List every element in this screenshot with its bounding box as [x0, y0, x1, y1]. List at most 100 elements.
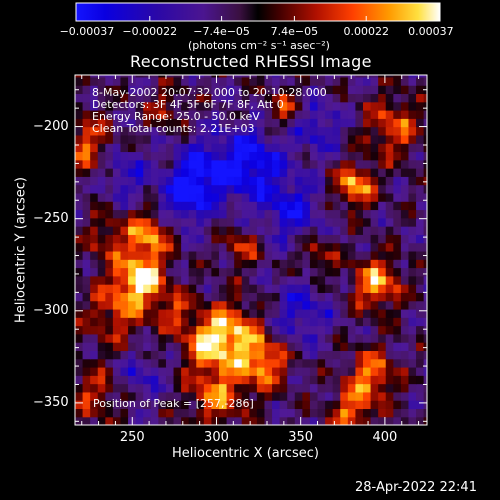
heatmap-cell — [287, 226, 296, 235]
heatmap-cell — [181, 366, 190, 376]
heatmap-cell — [90, 93, 99, 103]
heatmap-cell — [363, 358, 372, 368]
heatmap-cell — [363, 143, 372, 153]
heatmap-cell — [82, 259, 91, 269]
heatmap-cell — [226, 333, 235, 343]
heatmap-cell — [188, 292, 197, 302]
heatmap-cell — [279, 342, 288, 351]
heatmap-cell — [165, 275, 175, 285]
heatmap-cell — [340, 275, 349, 285]
heatmap-cell — [188, 333, 197, 343]
heatmap-cell — [181, 391, 190, 401]
heatmap-cell — [75, 400, 84, 410]
heatmap-cell — [363, 110, 372, 119]
heatmap-cell — [317, 176, 326, 186]
heatmap-cell — [393, 308, 402, 318]
heatmap-cell — [264, 226, 273, 235]
heatmap-cell — [256, 85, 266, 95]
heatmap-cell — [256, 284, 266, 293]
heatmap-cell — [400, 159, 410, 169]
heatmap-cell — [309, 267, 319, 277]
heatmap-cell — [385, 168, 394, 177]
heatmap-cell — [325, 192, 334, 202]
heatmap-cell — [393, 358, 402, 368]
heatmap-cell — [317, 93, 326, 103]
heatmap-cell — [120, 259, 129, 269]
heatmap-cell — [400, 176, 410, 186]
heatmap-cell — [105, 168, 114, 177]
heatmap-cell — [370, 284, 379, 293]
heatmap-cell — [112, 101, 122, 111]
heatmap-cell — [219, 333, 228, 343]
heatmap-cell — [196, 408, 205, 418]
heatmap-cell — [279, 333, 288, 343]
heatmap-cell — [309, 217, 319, 227]
heatmap-cell — [196, 75, 205, 78]
heatmap-cell — [340, 375, 349, 385]
heatmap-cell — [112, 209, 122, 219]
heatmap-cell — [408, 143, 417, 153]
heatmap-cell — [325, 76, 334, 86]
heatmap-cell — [347, 400, 357, 410]
heatmap-cell — [355, 250, 364, 260]
heatmap-cell — [340, 400, 349, 410]
heatmap-cell — [408, 275, 417, 285]
heatmap-cell — [393, 93, 402, 103]
heatmap-cell — [234, 250, 243, 260]
heatmap-cell — [325, 275, 334, 285]
heatmap-cell — [355, 333, 364, 343]
heatmap-cell — [234, 176, 243, 186]
heatmap-cell — [355, 151, 364, 161]
heatmap-cell — [249, 85, 258, 95]
heatmap-cell — [347, 267, 357, 277]
heatmap-cell — [347, 284, 357, 293]
heatmap-cell — [294, 168, 303, 177]
heatmap-cell — [378, 317, 387, 327]
heatmap-cell — [272, 168, 281, 177]
heatmap-cell — [423, 184, 427, 194]
heatmap-cell — [370, 408, 379, 418]
heatmap-cell — [128, 375, 137, 385]
heatmap-cell — [309, 308, 319, 318]
heatmap-cell — [340, 300, 349, 310]
heatmap-cell — [234, 234, 243, 244]
heatmap-cell — [347, 118, 357, 128]
heatmap-cell — [143, 400, 152, 410]
heatmap-cell — [234, 134, 243, 144]
heatmap-cell — [97, 325, 106, 335]
heatmap-cell — [75, 333, 84, 343]
heatmap-cell — [241, 176, 250, 186]
heatmap-cell — [378, 325, 387, 335]
heatmap-cell — [340, 342, 349, 351]
heatmap-cell — [226, 342, 235, 351]
heatmap-cell — [82, 375, 91, 385]
heatmap-cell — [363, 242, 372, 252]
heatmap-cell — [385, 226, 394, 235]
heatmap-cell — [112, 259, 122, 269]
heatmap-cell — [241, 143, 250, 153]
heatmap-cell — [408, 333, 417, 343]
heatmap-cell — [256, 192, 266, 202]
heatmap-cell — [294, 209, 303, 219]
heatmap-cell — [355, 317, 364, 327]
heatmap-cell — [196, 168, 205, 177]
heatmap-cell — [264, 391, 273, 401]
heatmap-cell — [370, 300, 379, 310]
heatmap-cell — [400, 391, 410, 401]
heatmap-cell — [347, 209, 357, 219]
heatmap-cell — [332, 168, 341, 177]
heatmap-cell — [188, 76, 197, 86]
heatmap-cell — [325, 383, 334, 393]
heatmap-cell — [325, 151, 334, 161]
heatmap-cell — [347, 275, 357, 285]
heatmap-cell — [211, 275, 220, 285]
heatmap-cell — [309, 192, 319, 202]
heatmap-cell — [332, 184, 341, 194]
heatmap-cell — [181, 267, 190, 277]
heatmap-cell — [256, 375, 266, 385]
heatmap-cell — [120, 159, 129, 169]
heatmap-cell — [302, 159, 311, 169]
heatmap-cell — [272, 93, 281, 103]
heatmap-cell — [203, 209, 213, 219]
heatmap-cell — [211, 192, 220, 202]
